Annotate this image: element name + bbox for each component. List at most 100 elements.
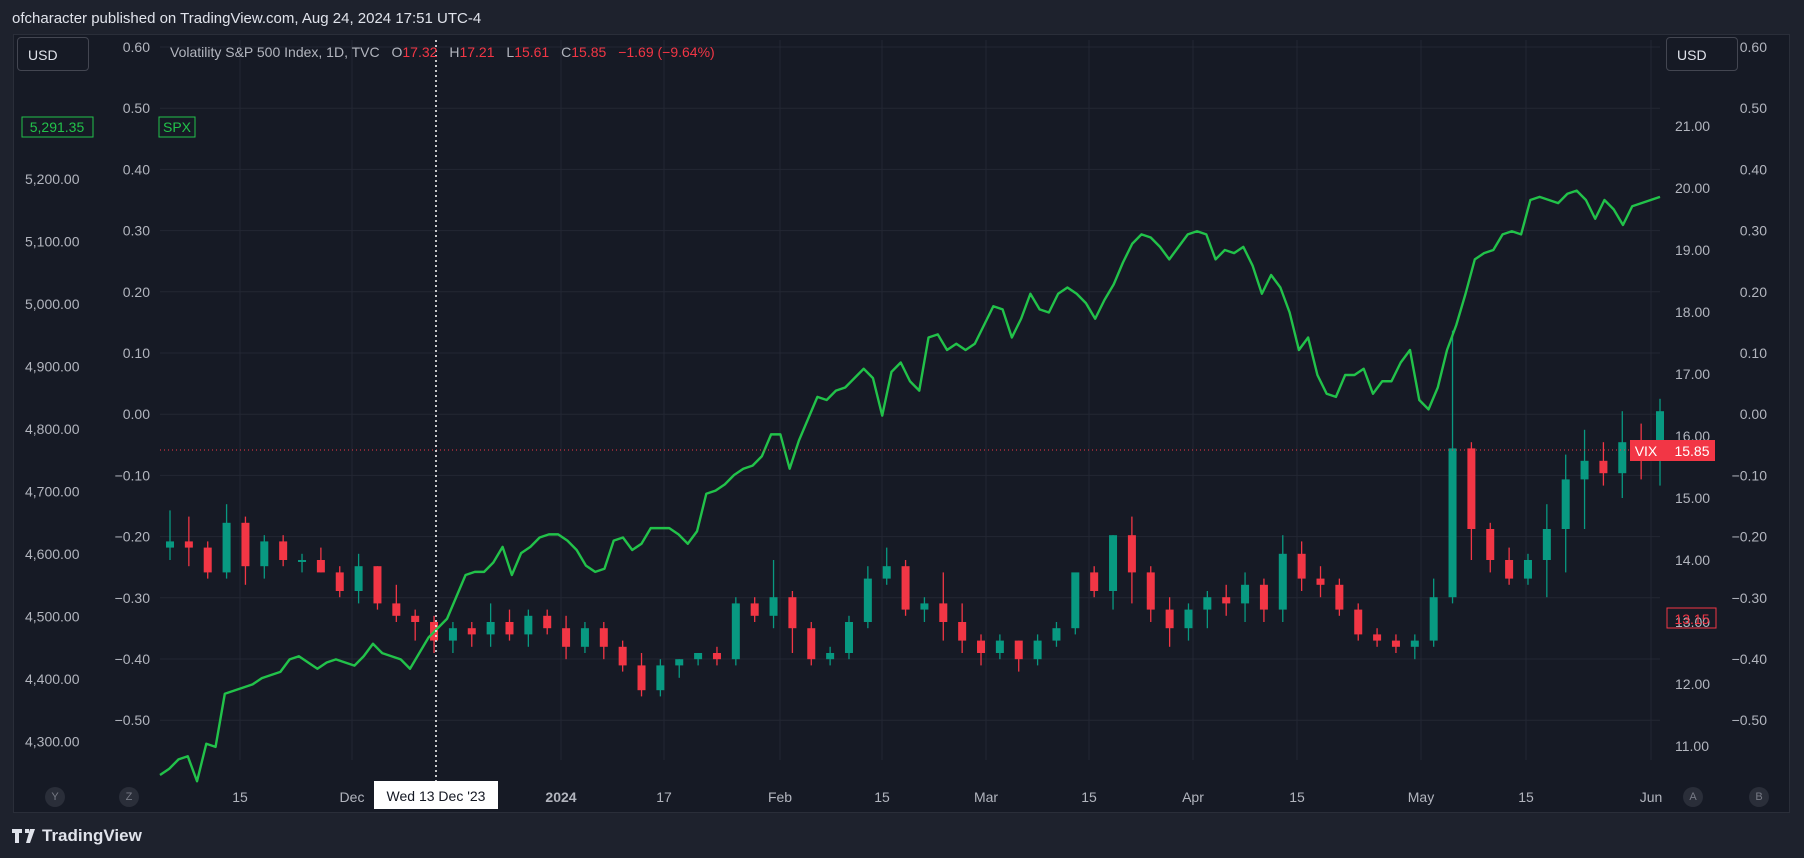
b-button[interactable]: B: [1749, 787, 1769, 807]
vix-candle-body: [1259, 584, 1268, 610]
percent-axis-tick-right: −0.30: [1732, 590, 1768, 606]
percent-axis-tick-right: −0.10: [1732, 467, 1768, 483]
vix-candle-body: [863, 578, 872, 622]
legend-close: 15.85: [571, 44, 607, 60]
vix-candle-body: [1222, 597, 1231, 604]
vix-candle-body: [354, 566, 363, 591]
vix-candle-body: [166, 541, 174, 548]
vix-candle-body: [920, 603, 929, 610]
vix-last-box: [1666, 607, 1717, 629]
y-button[interactable]: Y: [45, 787, 65, 807]
percent-axis-tick-right: −0.20: [1732, 529, 1768, 545]
vix-candle-body: [1071, 572, 1080, 629]
x-axis-tick: Mar: [974, 789, 998, 805]
vix-candle-body: [731, 603, 740, 660]
right-axis-tick: 12.00: [1675, 676, 1710, 692]
left-axis-tick: 5,100.00: [25, 234, 80, 250]
vix-candle-body: [1580, 460, 1589, 480]
vix-candle-body: [1542, 529, 1551, 560]
vix-candle-body: [524, 615, 533, 635]
percent-axis-tick-left: 0.10: [123, 345, 150, 361]
right-axis-tick: 15.00: [1675, 490, 1710, 506]
legend-low: 15.61: [514, 44, 550, 60]
vix-candle-body: [448, 628, 457, 641]
vix-candle-body: [1561, 479, 1570, 529]
vix-candle-body: [316, 560, 325, 573]
spx-series-label: SPX: [163, 119, 192, 135]
crosshair-date-box: [374, 781, 498, 809]
vix-candle-body: [939, 603, 948, 622]
legend-name: Volatility S&P 500 Index, 1D, TVC: [170, 44, 380, 60]
percent-axis-tick-left: 0.30: [123, 223, 150, 239]
vix-candle-body: [1618, 442, 1627, 474]
vix-candle-body: [1014, 640, 1023, 660]
vix-candle-body: [184, 541, 193, 548]
vix-candle-body: [807, 628, 816, 660]
vix-candle-body: [1373, 634, 1382, 641]
vix-candle-body: [882, 566, 891, 579]
vix-candle-body: [222, 522, 231, 573]
percent-axis-tick-right: 0.60: [1740, 39, 1767, 55]
right-axis-tick: 11.00: [1675, 738, 1709, 754]
vix-candle-body: [279, 541, 288, 560]
vix-candle-body: [1297, 553, 1306, 579]
a-button[interactable]: A: [1683, 787, 1703, 807]
percent-axis-tick-left: −0.10: [115, 467, 151, 483]
vix-candle-body: [958, 622, 967, 641]
vix-candle-body: [1033, 640, 1042, 660]
legend-high-label: H: [449, 44, 460, 60]
x-axis-tick: Dec: [340, 789, 365, 805]
left-axis-tick: 4,400.00: [25, 671, 80, 687]
legend-open: 17.32: [402, 44, 438, 60]
vix-candle-body: [788, 597, 797, 629]
percent-axis-tick-left: 0.50: [123, 100, 150, 116]
vix-candle-body: [1090, 572, 1099, 591]
vix-candle-body: [203, 547, 212, 573]
vix-candle-body: [241, 522, 250, 567]
x-axis-tick: 15: [1518, 789, 1534, 805]
top-bar: ofcharacter published on TradingView.com…: [0, 0, 1804, 34]
percent-axis-tick-right: 0.00: [1740, 406, 1767, 422]
legend-low-label: L: [506, 44, 515, 60]
spx-line: [159, 189, 1661, 783]
tradingview-brand[interactable]: TradingView: [12, 826, 142, 846]
legend-change: −1.69 (−9.64%): [618, 44, 715, 60]
vix-candle-body: [637, 665, 646, 691]
brand-text: TradingView: [42, 826, 142, 845]
vix-candle-body: [298, 560, 307, 562]
right-axis-tick: 14.00: [1675, 552, 1710, 568]
vix-candle-body: [844, 622, 853, 653]
x-axis-tick: May: [1408, 789, 1434, 805]
spx-series-box: [158, 116, 196, 138]
vix-candle-body: [1165, 609, 1174, 629]
vix-candle-body: [1486, 529, 1495, 560]
vix-price-box: [1630, 440, 1715, 461]
vix-candle-body: [335, 572, 344, 591]
legend-open-label: O: [391, 44, 403, 60]
vix-candle-body: [1656, 411, 1664, 461]
spx-price-box: [21, 116, 94, 138]
currency-left-button[interactable]: USD: [17, 37, 89, 71]
percent-axis-tick-right: −0.50: [1732, 712, 1768, 728]
z-button[interactable]: Z: [119, 787, 139, 807]
chart-frame[interactable]: [13, 34, 1790, 813]
vix-candle-body: [675, 659, 684, 666]
vix-candle-body: [901, 566, 910, 610]
x-axis-tick: 2024: [545, 789, 576, 805]
vix-candle-body: [411, 615, 420, 622]
vix-candle-body: [562, 628, 571, 647]
vix-candle-body: [505, 622, 514, 635]
vix-candle-body: [467, 628, 476, 635]
vix-candle-body: [1523, 560, 1532, 579]
vix-candle-body: [750, 603, 759, 616]
vix-candle-body: [1505, 560, 1514, 579]
vix-candle-body: [826, 653, 835, 660]
left-axis-tick: 4,500.00: [25, 609, 80, 625]
percent-axis-tick-right: 0.20: [1740, 284, 1767, 300]
currency-right-button[interactable]: USD: [1666, 37, 1738, 71]
percent-axis-tick-left: −0.40: [115, 651, 151, 667]
percent-axis-tick-left: 0.00: [123, 406, 150, 422]
left-axis-tick: 4,700.00: [25, 484, 80, 500]
vix-candle-body: [373, 566, 382, 604]
